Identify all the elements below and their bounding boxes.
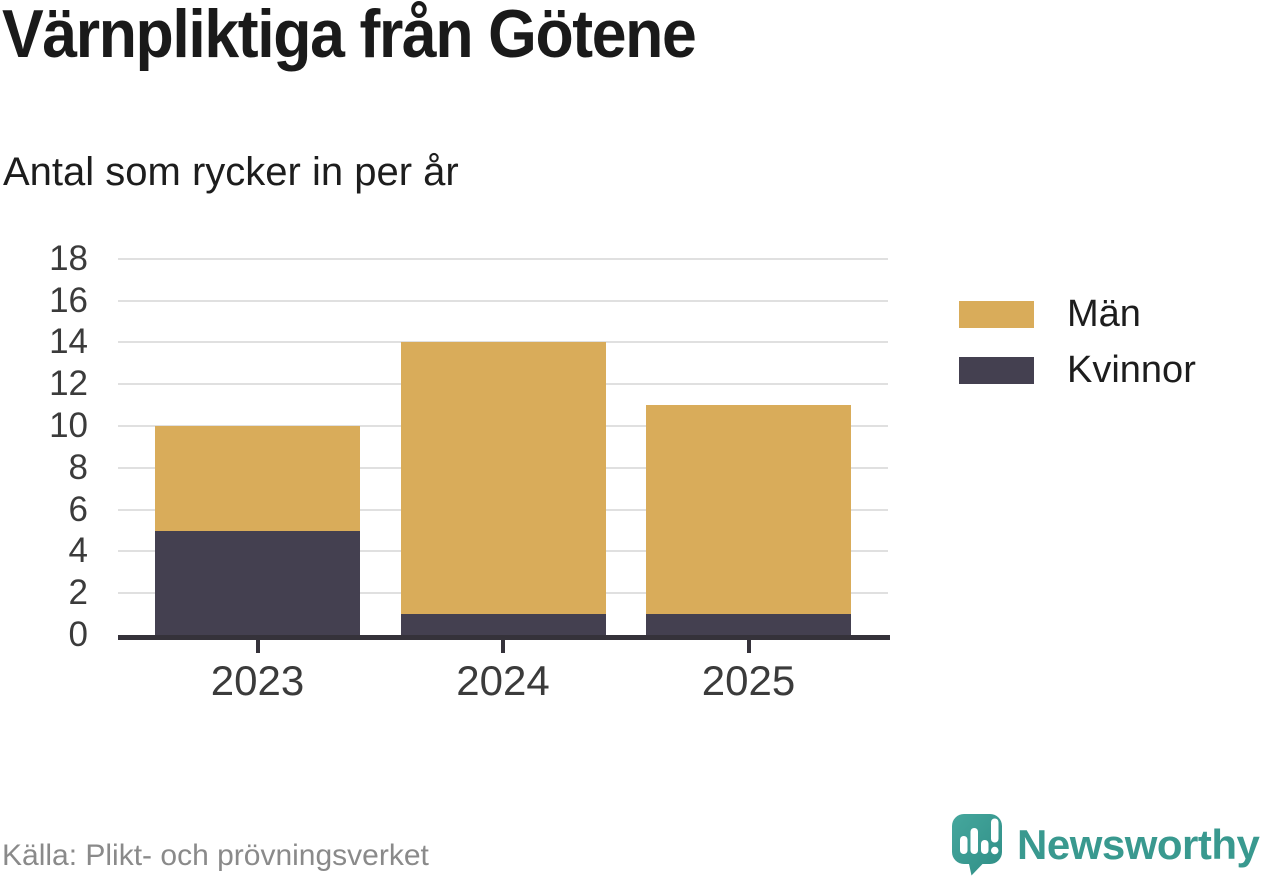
chart-subtitle: Antal som rycker in per år — [3, 150, 459, 194]
x-tick-mark — [746, 640, 751, 653]
x-tick-label: 2025 — [701, 657, 796, 704]
source-note: Källa: Plikt- och prövningsverket — [2, 839, 429, 872]
bar-segment-män-2023 — [155, 426, 360, 531]
bar-segment-män-2025 — [646, 405, 851, 615]
legend-row: Kvinnor — [959, 349, 1196, 391]
x-tick-mark — [501, 640, 505, 653]
y-tick-label: 6 — [68, 489, 88, 529]
x-tick-label: 2024 — [456, 657, 550, 704]
legend-label: Män — [1067, 293, 1141, 335]
y-tick-label: 4 — [68, 531, 88, 571]
legend-swatch-män — [959, 301, 1034, 328]
x-tick-mark — [255, 640, 260, 653]
y-tick-label: 2 — [68, 573, 88, 613]
legend-swatch-kvinnor — [959, 357, 1034, 384]
bar-segment-kvinnor-2025 — [646, 614, 851, 635]
bar-segment-kvinnor-2024 — [400, 614, 606, 635]
newsworthy-logo-text: Newsworthy — [1017, 821, 1260, 868]
y-tick-label: 16 — [49, 280, 88, 320]
y-tick-label: 10 — [49, 406, 88, 445]
x-tick-label: 2023 — [210, 657, 305, 704]
bar-segment-män-2024 — [400, 342, 606, 615]
legend-row: Män — [959, 293, 1196, 335]
y-tick-label: 12 — [49, 364, 88, 404]
newsworthy-logo-icon — [952, 814, 1002, 876]
y-tick-label: 14 — [49, 322, 88, 362]
newsworthy-logo: Newsworthy — [951, 813, 1260, 877]
y-tick-label: 8 — [68, 447, 88, 487]
grid-line — [118, 257, 888, 260]
chart-title: Värnpliktiga från Götene — [2, 0, 697, 72]
bar-segment-kvinnor-2023 — [155, 530, 360, 635]
grid-line — [118, 299, 888, 302]
legend: Män Kvinnor — [959, 293, 1196, 413]
y-tick-label: 0 — [68, 615, 88, 654]
legend-label: Kvinnor — [1067, 349, 1196, 391]
y-tick-label: 18 — [49, 238, 88, 278]
x-axis-line — [118, 635, 890, 640]
